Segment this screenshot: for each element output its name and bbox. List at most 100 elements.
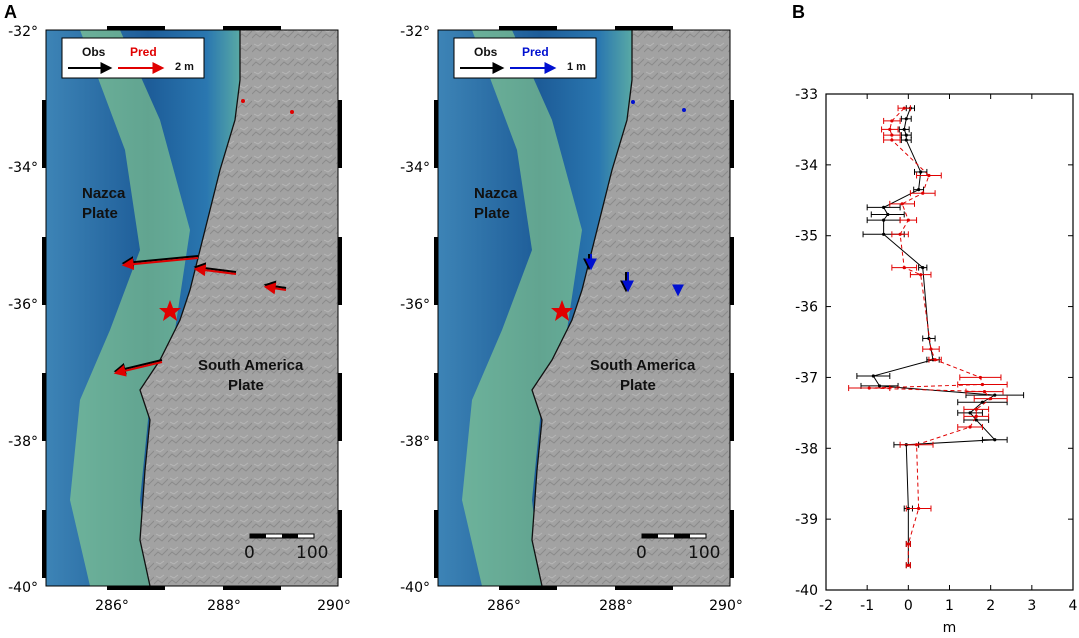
- x-tick-label: 2: [986, 598, 995, 614]
- data-point: [917, 188, 921, 192]
- sa-label-line2: Plate: [228, 377, 264, 394]
- map-1: Obs Pred 2 m Nazca Plate South America P…: [8, 24, 351, 614]
- data-point: [980, 382, 985, 387]
- sa-label-line1: South America: [590, 357, 696, 374]
- data-point: [904, 138, 908, 142]
- scalebar-100: 100: [296, 543, 328, 563]
- map-2: Obs Pred 1 m Nazca Plate South America P…: [400, 24, 743, 614]
- sa-label-line2: Plate: [620, 377, 656, 394]
- epicenter-star: [551, 300, 573, 321]
- data-point: [974, 407, 978, 411]
- data-point: [904, 117, 908, 121]
- lat-tick: -40°: [8, 580, 38, 596]
- data-point: [906, 542, 910, 546]
- plot-frame: [825, 93, 1074, 591]
- data-point: [877, 384, 882, 388]
- coastline: [139, 30, 241, 587]
- data-point: [919, 273, 923, 277]
- data-point: [906, 218, 910, 222]
- pred-arrow: [193, 264, 237, 277]
- legend-pred: Pred: [130, 45, 157, 59]
- lon-tick: 286°: [95, 598, 129, 614]
- data-point: [927, 173, 931, 178]
- lon-tick: 288°: [599, 598, 633, 614]
- data-point: [898, 232, 902, 236]
- lon-tick: 288°: [207, 598, 241, 614]
- data-point: [890, 133, 894, 137]
- y-tick-label: -33: [795, 87, 818, 103]
- data-point: [968, 425, 972, 429]
- legend-box: [453, 37, 597, 79]
- x-tick-label: 4: [1069, 598, 1078, 614]
- y-tick-label: -39: [795, 512, 818, 528]
- x-tick-label: -1: [860, 598, 874, 614]
- panel-b-label: B: [792, 2, 805, 22]
- data-point: [871, 374, 875, 378]
- x-axis-label: m: [943, 620, 957, 636]
- data-point: [902, 266, 906, 270]
- data-point: [882, 232, 886, 236]
- data-point: [989, 397, 993, 401]
- epicenter-star: [159, 300, 181, 321]
- andes-foothill-band: [70, 30, 190, 586]
- series-line: [869, 107, 992, 566]
- data-point: [974, 418, 978, 422]
- data-point: [902, 127, 906, 132]
- x-tick-label: 1: [945, 598, 954, 614]
- data-point: [982, 390, 987, 394]
- data-point: [906, 563, 910, 567]
- nazca-label-line1: Nazca: [82, 185, 126, 202]
- y-tick-label: -36: [795, 300, 818, 316]
- data-point: [867, 386, 871, 390]
- legend-scale: 1 m: [567, 61, 586, 73]
- pred-arrow: [121, 257, 199, 271]
- lat-tick: -36°: [400, 297, 430, 313]
- x-tick-label: -2: [819, 598, 833, 614]
- nazca-label-line1: Nazca: [474, 185, 518, 202]
- lat-tick: -34°: [8, 160, 38, 176]
- data-point: [921, 191, 925, 195]
- lat-tick: -38°: [8, 434, 38, 450]
- data-point: [888, 127, 892, 132]
- lon-tick: 286°: [487, 598, 521, 614]
- lat-tick: -34°: [400, 160, 430, 176]
- data-point: [900, 202, 904, 206]
- data-point: [902, 106, 906, 110]
- y-tick-label: -38: [795, 441, 818, 457]
- data-point: [980, 400, 985, 404]
- station-marker: [631, 100, 635, 104]
- lon-tick: 290°: [709, 598, 743, 614]
- data-point: [886, 212, 890, 217]
- lat-tick: -36°: [8, 297, 38, 313]
- data-point: [882, 205, 886, 209]
- x-tick-label: 3: [1027, 598, 1036, 614]
- data-point: [917, 506, 921, 511]
- lat-tick: -40°: [400, 580, 430, 596]
- legend-pred: Pred: [522, 45, 549, 59]
- scalebar-zero: 0: [244, 543, 255, 563]
- data-point: [921, 266, 925, 270]
- data-point: [890, 138, 894, 142]
- pred-arrow: [113, 361, 163, 377]
- scalebar-zero: 0: [636, 543, 647, 563]
- data-point: [929, 347, 933, 351]
- station-marker: [290, 110, 294, 114]
- data-point: [914, 443, 919, 447]
- pred-arrow: [263, 282, 287, 295]
- coastline: [531, 30, 633, 587]
- data-point: [919, 170, 923, 174]
- legend-obs: Obs: [82, 45, 106, 59]
- y-tick-label: -40: [795, 583, 818, 599]
- station-marker: [241, 99, 245, 103]
- station-marker: [682, 108, 686, 112]
- nazca-label-line2: Plate: [474, 205, 510, 222]
- data-point: [882, 218, 886, 222]
- data-point: [968, 411, 972, 415]
- sa-label-line1: South America: [198, 357, 304, 374]
- lat-tick: -32°: [8, 24, 38, 40]
- data-point: [978, 375, 982, 380]
- nazca-label-line2: Plate: [82, 205, 118, 222]
- y-tick-label: -37: [795, 370, 818, 386]
- data-point: [933, 358, 937, 362]
